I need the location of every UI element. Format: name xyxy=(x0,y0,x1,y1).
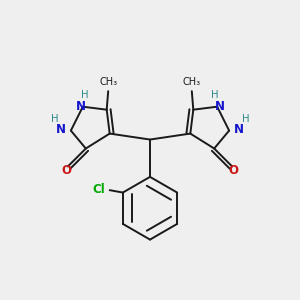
Text: O: O xyxy=(61,164,71,176)
Text: N: N xyxy=(234,124,244,136)
Text: H: H xyxy=(82,90,89,100)
Text: CH₃: CH₃ xyxy=(99,77,117,87)
Text: N: N xyxy=(214,100,225,112)
Text: Cl: Cl xyxy=(93,183,105,196)
Text: O: O xyxy=(229,164,238,176)
Text: N: N xyxy=(75,100,85,112)
Text: H: H xyxy=(51,114,58,124)
Text: N: N xyxy=(56,124,66,136)
Text: H: H xyxy=(242,114,249,124)
Text: H: H xyxy=(211,90,218,100)
Text: CH₃: CH₃ xyxy=(183,77,201,87)
